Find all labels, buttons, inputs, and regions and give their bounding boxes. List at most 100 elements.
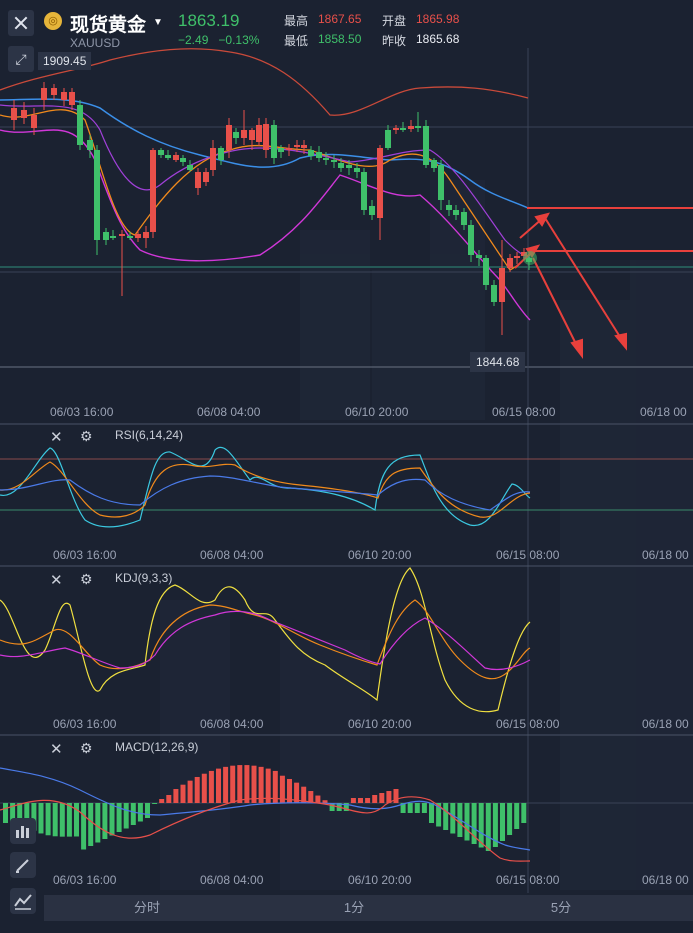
candle-body [158, 150, 164, 155]
macd-bar [471, 803, 477, 844]
macd-bar [66, 803, 72, 837]
min-price-label: 1844.68 [470, 352, 526, 372]
rsi-6 [0, 446, 531, 528]
gear-icon[interactable]: ⚙ [80, 428, 93, 444]
candle-body [31, 115, 37, 128]
close-icon[interactable] [8, 10, 34, 36]
macd-bar [45, 803, 51, 836]
macd-bar [123, 803, 129, 829]
close-icon[interactable]: ✕ [50, 572, 63, 589]
macd-dif [0, 796, 531, 862]
candle-body [393, 128, 399, 130]
macd-bar [152, 803, 158, 804]
macd-bar [492, 803, 498, 847]
candle-body [203, 172, 209, 182]
candle-body [278, 148, 284, 152]
annotation-arrows[interactable] [514, 207, 693, 359]
macd-bar [38, 803, 44, 834]
macd-bar [421, 803, 427, 813]
change-value: −2.49 [178, 33, 209, 47]
kdj-d [0, 610, 531, 671]
candle-body [263, 124, 269, 150]
rsi-14 [0, 461, 531, 518]
indicator-icon[interactable] [10, 818, 36, 844]
x-tick: 06/15 08:00 [496, 548, 560, 562]
candle-body [308, 150, 314, 156]
candle-body [135, 234, 141, 238]
x-tick: 06/10 20:00 [348, 548, 412, 562]
macd-bar [102, 803, 108, 839]
close-icon[interactable]: ✕ [50, 741, 63, 758]
gear-icon[interactable]: ⚙ [80, 740, 93, 756]
macd-bar [173, 789, 179, 803]
gear-icon[interactable]: ⚙ [80, 571, 93, 587]
candle-body [476, 255, 482, 258]
expand-icon[interactable]: ⤢ [8, 46, 34, 72]
x-tick: 06/08 04:00 [200, 548, 264, 562]
instrument-name[interactable]: 现货黄金 [70, 15, 147, 36]
max-price-label: 1909.45 [38, 52, 92, 70]
rsi-title: RSI(6,14,24) [115, 428, 184, 442]
macd-bar [301, 786, 307, 803]
candle-body [94, 150, 100, 240]
price-marker [523, 251, 537, 265]
background-buildings [160, 180, 693, 890]
macd-bar [81, 803, 87, 850]
macd-bar [88, 803, 94, 846]
macd-bar [294, 782, 300, 803]
macd-bar [478, 803, 484, 848]
draw-pen-icon[interactable] [10, 852, 36, 878]
candle-body [180, 158, 186, 162]
macd-bar [500, 803, 505, 841]
ma-blue [0, 98, 529, 209]
macd-bar [31, 803, 37, 831]
tab-1min[interactable]: 1分 [343, 900, 365, 915]
candle-body [21, 110, 27, 118]
rsi-24 [0, 475, 531, 511]
macd-bar [145, 803, 150, 818]
macd-bar [386, 791, 392, 803]
chart-area[interactable] [0, 0, 693, 893]
x-tick: 06/15 08:00 [492, 405, 556, 419]
macd-bar [400, 803, 406, 813]
macd-bar [315, 795, 321, 803]
candle-body [331, 160, 337, 162]
candle-body [507, 258, 513, 268]
candle-body [446, 205, 452, 210]
macd-bar [265, 768, 271, 803]
macd-bar [166, 795, 172, 803]
candle-body [377, 148, 383, 218]
change-percent: −0.13% [218, 33, 260, 47]
chevron-down-icon[interactable]: ▼ [153, 17, 163, 28]
candle-body [233, 132, 239, 138]
candle-body [119, 234, 125, 236]
candle-body [423, 126, 429, 165]
macd-bar [414, 803, 420, 813]
tab-5min[interactable]: 5分 [550, 900, 572, 915]
candle-body [69, 92, 75, 105]
tab-timeshare[interactable]: 分时 [133, 900, 160, 915]
candle-body [195, 172, 201, 188]
candle-body [338, 163, 344, 168]
macd-bar [308, 791, 314, 803]
kdj-title: KDJ(9,3,3) [115, 571, 173, 585]
macd-bar [436, 803, 442, 827]
boll-upper [0, 48, 529, 116]
instrument-code: XAUUSD [70, 36, 121, 50]
macd-bar [343, 803, 349, 811]
candle-body [249, 130, 255, 140]
candle-body [127, 236, 133, 238]
macd-bar [450, 803, 456, 834]
macd-dea [0, 767, 531, 851]
candle-body [415, 126, 421, 128]
candle-body [241, 130, 247, 138]
line-tool-icon[interactable] [10, 888, 36, 914]
macd-bar [287, 778, 292, 803]
candle-body [408, 126, 414, 129]
close-icon[interactable]: ✕ [50, 429, 63, 446]
quote-header: ◎ 现货黄金 ▼ XAUUSD 1863.19 −2.49 −0.13% 最高 … [0, 0, 693, 50]
macd-bar [251, 765, 257, 803]
candle-body [103, 232, 109, 240]
x-tick: 06/03 16:00 [53, 717, 117, 731]
candle-body [483, 258, 489, 285]
